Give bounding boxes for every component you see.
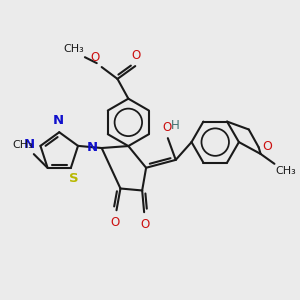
Text: CH₃: CH₃ (63, 44, 84, 54)
Text: O: O (132, 49, 141, 62)
Text: CH₃: CH₃ (275, 166, 296, 176)
Text: S: S (69, 172, 79, 185)
Text: N: N (53, 114, 64, 127)
Text: N: N (87, 140, 98, 154)
Text: N: N (23, 138, 34, 152)
Text: CH₃: CH₃ (12, 140, 33, 150)
Text: H: H (171, 119, 180, 132)
Text: O: O (91, 51, 100, 64)
Text: O: O (162, 121, 172, 134)
Text: O: O (262, 140, 272, 153)
Text: O: O (140, 218, 150, 231)
Text: O: O (110, 216, 119, 229)
